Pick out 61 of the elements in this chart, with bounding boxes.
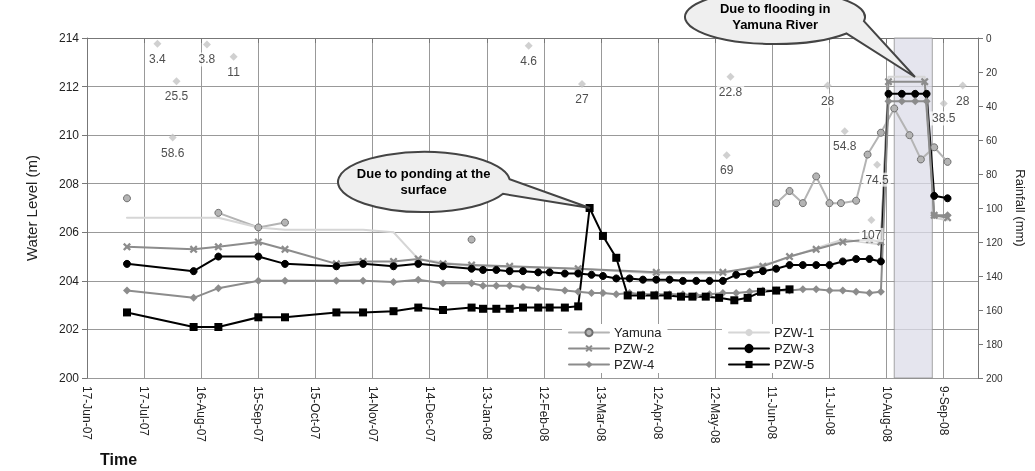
legend-label: Yamuna bbox=[614, 325, 663, 340]
x-tick-label: 11-Jun-08 bbox=[765, 386, 780, 440]
y-tick-label: 204 bbox=[58, 273, 80, 288]
data-label: 74.5 bbox=[865, 172, 890, 187]
y2-tick-label: 100 bbox=[986, 202, 1004, 214]
x-tick-label: 11-Jul-08 bbox=[822, 386, 837, 436]
x-tick-label: 12-May-08 bbox=[708, 386, 723, 444]
x-tick-label: 12-Feb-08 bbox=[536, 386, 551, 442]
y-tick-label: 206 bbox=[58, 225, 80, 240]
data-label: 107 bbox=[861, 227, 882, 242]
x-tick-label: 12-Apr-08 bbox=[651, 386, 666, 440]
y-tick-label: 210 bbox=[58, 128, 80, 143]
x-tick-label: 15-Sep-07 bbox=[251, 386, 266, 443]
data-label: 11 bbox=[227, 64, 241, 79]
y2-tick-label: 120 bbox=[986, 236, 1004, 248]
y2-tick-label: 160 bbox=[986, 304, 1004, 316]
y-tick-label: 202 bbox=[58, 322, 80, 337]
x-tick-label: 10-Aug-08 bbox=[879, 386, 894, 443]
data-label: 69 bbox=[720, 163, 734, 178]
data-label: 54.8 bbox=[833, 139, 857, 154]
x-tick-label: 9-Sep-08 bbox=[936, 386, 951, 436]
x-tick-label: 17-Jul-07 bbox=[137, 386, 152, 437]
y-tick-label: 208 bbox=[58, 176, 80, 191]
y2-tick-label: 20 bbox=[986, 66, 998, 78]
x-tick-label: 14-Dec-07 bbox=[422, 386, 437, 443]
y-tick-label: 212 bbox=[58, 79, 80, 94]
legend-label: PZW-4 bbox=[614, 357, 655, 372]
y2-axis-title: Rainfall (mm) bbox=[1013, 169, 1028, 247]
data-label: 3.8 bbox=[198, 52, 216, 67]
y2-tick-label: 60 bbox=[986, 134, 998, 146]
x-tick-label: 16-Aug-07 bbox=[194, 386, 209, 443]
x-tick-label: 15-Oct-07 bbox=[308, 386, 323, 440]
y2-tick-label: 0 bbox=[986, 32, 992, 44]
legend-label: PZW-2 bbox=[614, 341, 655, 356]
x-tick-label: 13-Mar-08 bbox=[594, 386, 609, 442]
data-label: 22.8 bbox=[718, 84, 743, 99]
data-label: 58.6 bbox=[160, 145, 185, 160]
y-tick-label: 214 bbox=[58, 31, 80, 45]
legend-label: PZW-3 bbox=[774, 341, 815, 356]
legend-label: PZW-5 bbox=[774, 357, 815, 372]
x-tick-label: 17-Jun-07 bbox=[80, 386, 94, 441]
data-label: 28 bbox=[820, 93, 835, 108]
x-tick-label: 13-Jan-08 bbox=[479, 386, 494, 441]
legend-label: PZW-1 bbox=[774, 325, 815, 340]
y2-tick-label: 200 bbox=[986, 372, 1004, 384]
data-label: 3.4 bbox=[149, 51, 167, 66]
data-label: 28 bbox=[956, 93, 970, 108]
y2-tick-label: 140 bbox=[986, 270, 1004, 282]
annotation: Due to ponding at the surface bbox=[355, 165, 492, 199]
data-label: 38.5 bbox=[932, 111, 956, 126]
annotation: Due to flooding in Yamuna River bbox=[718, 0, 832, 34]
data-label: 27 bbox=[575, 91, 589, 106]
y2-tick-label: 80 bbox=[986, 168, 998, 180]
y2-tick-label: 40 bbox=[986, 100, 998, 112]
x-tick-label: 14-Nov-07 bbox=[365, 386, 380, 443]
data-label: 25.5 bbox=[164, 89, 189, 104]
x-axis-title: Time bbox=[100, 450, 138, 468]
y2-tick-label: 180 bbox=[986, 338, 1004, 350]
y-axis-title: Water Level (m) bbox=[23, 154, 40, 262]
y-tick-label: 200 bbox=[58, 371, 80, 385]
data-label: 4.6 bbox=[520, 53, 538, 68]
